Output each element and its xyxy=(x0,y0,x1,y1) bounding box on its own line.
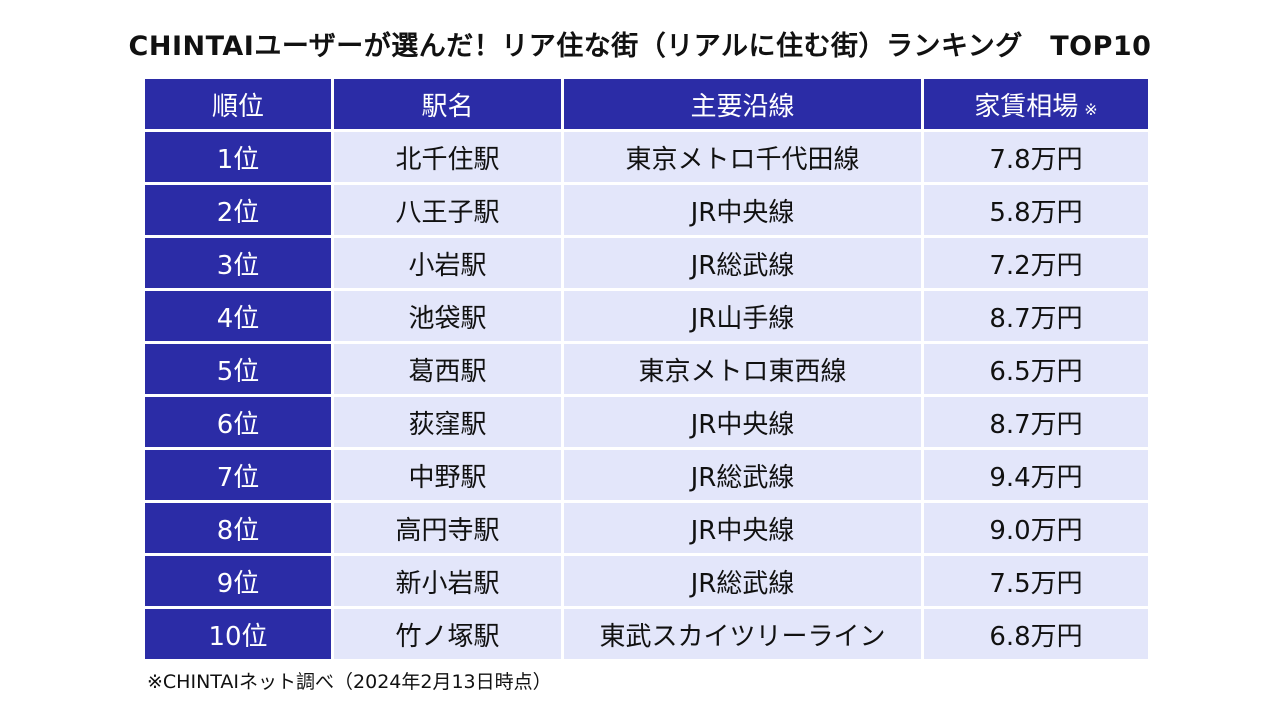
rent-cell: 8.7万円 xyxy=(924,291,1148,341)
table-row: 1位 北千住駅 東京メトロ千代田線 7.8万円 xyxy=(145,132,1148,182)
table-row: 4位 池袋駅 JR山手線 8.7万円 xyxy=(145,291,1148,341)
footnote: ※CHINTAIネット調べ（2024年2月13日時点） xyxy=(147,671,552,693)
header-rent-note-mark: ※ xyxy=(1084,99,1098,119)
page-title: CHINTAIユーザーが選んだ！リア住な街（リアルに住む街）ランキング TOP1… xyxy=(128,31,1152,62)
table-row: 10位 竹ノ塚駅 東武スカイツリーライン 6.8万円 xyxy=(145,609,1148,659)
rank-cell: 6位 xyxy=(145,397,331,447)
rent-cell: 7.8万円 xyxy=(924,132,1148,182)
line-cell: 東京メトロ千代田線 xyxy=(564,132,921,182)
station-cell: 北千住駅 xyxy=(334,132,561,182)
station-cell: 新小岩駅 xyxy=(334,556,561,606)
table-row: 7位 中野駅 JR総武線 9.4万円 xyxy=(145,450,1148,500)
station-cell: 八王子駅 xyxy=(334,185,561,235)
station-cell: 小岩駅 xyxy=(334,238,561,288)
rent-cell: 9.4万円 xyxy=(924,450,1148,500)
rent-cell: 7.5万円 xyxy=(924,556,1148,606)
rank-cell: 5位 xyxy=(145,344,331,394)
line-cell: JR総武線 xyxy=(564,556,921,606)
line-cell: 東京メトロ東西線 xyxy=(564,344,921,394)
line-cell: 東武スカイツリーライン xyxy=(564,609,921,659)
ranking-table: 順位 駅名 主要沿線 家賃相場 ※ 1位 北千住駅 東京メトロ千代田線 7.8万円… xyxy=(142,76,1151,662)
rent-cell: 5.8万円 xyxy=(924,185,1148,235)
line-cell: JR総武線 xyxy=(564,450,921,500)
rank-cell: 8位 xyxy=(145,503,331,553)
table-row: 9位 新小岩駅 JR総武線 7.5万円 xyxy=(145,556,1148,606)
rank-cell: 3位 xyxy=(145,238,331,288)
rent-cell: 7.2万円 xyxy=(924,238,1148,288)
header-station: 駅名 xyxy=(334,79,561,129)
line-cell: JR総武線 xyxy=(564,238,921,288)
header-line: 主要沿線 xyxy=(564,79,921,129)
station-cell: 荻窪駅 xyxy=(334,397,561,447)
station-cell: 高円寺駅 xyxy=(334,503,561,553)
table-row: 2位 八王子駅 JR中央線 5.8万円 xyxy=(145,185,1148,235)
header-rank: 順位 xyxy=(145,79,331,129)
rank-cell: 2位 xyxy=(145,185,331,235)
line-cell: JR中央線 xyxy=(564,185,921,235)
rent-cell: 9.0万円 xyxy=(924,503,1148,553)
line-cell: JR山手線 xyxy=(564,291,921,341)
station-cell: 池袋駅 xyxy=(334,291,561,341)
table-header-row: 順位 駅名 主要沿線 家賃相場 ※ xyxy=(145,79,1148,129)
station-cell: 竹ノ塚駅 xyxy=(334,609,561,659)
rank-cell: 1位 xyxy=(145,132,331,182)
header-rent-label: 家賃相場 xyxy=(974,91,1079,122)
rent-cell: 6.5万円 xyxy=(924,344,1148,394)
rank-cell: 7位 xyxy=(145,450,331,500)
station-cell: 中野駅 xyxy=(334,450,561,500)
header-rent: 家賃相場 ※ xyxy=(924,79,1148,129)
line-cell: JR中央線 xyxy=(564,503,921,553)
table-row: 8位 高円寺駅 JR中央線 9.0万円 xyxy=(145,503,1148,553)
rent-cell: 6.8万円 xyxy=(924,609,1148,659)
table-row: 6位 荻窪駅 JR中央線 8.7万円 xyxy=(145,397,1148,447)
rank-cell: 9位 xyxy=(145,556,331,606)
rent-cell: 8.7万円 xyxy=(924,397,1148,447)
rank-cell: 4位 xyxy=(145,291,331,341)
table-row: 3位 小岩駅 JR総武線 7.2万円 xyxy=(145,238,1148,288)
rank-cell: 10位 xyxy=(145,609,331,659)
line-cell: JR中央線 xyxy=(564,397,921,447)
station-cell: 葛西駅 xyxy=(334,344,561,394)
table-row: 5位 葛西駅 東京メトロ東西線 6.5万円 xyxy=(145,344,1148,394)
